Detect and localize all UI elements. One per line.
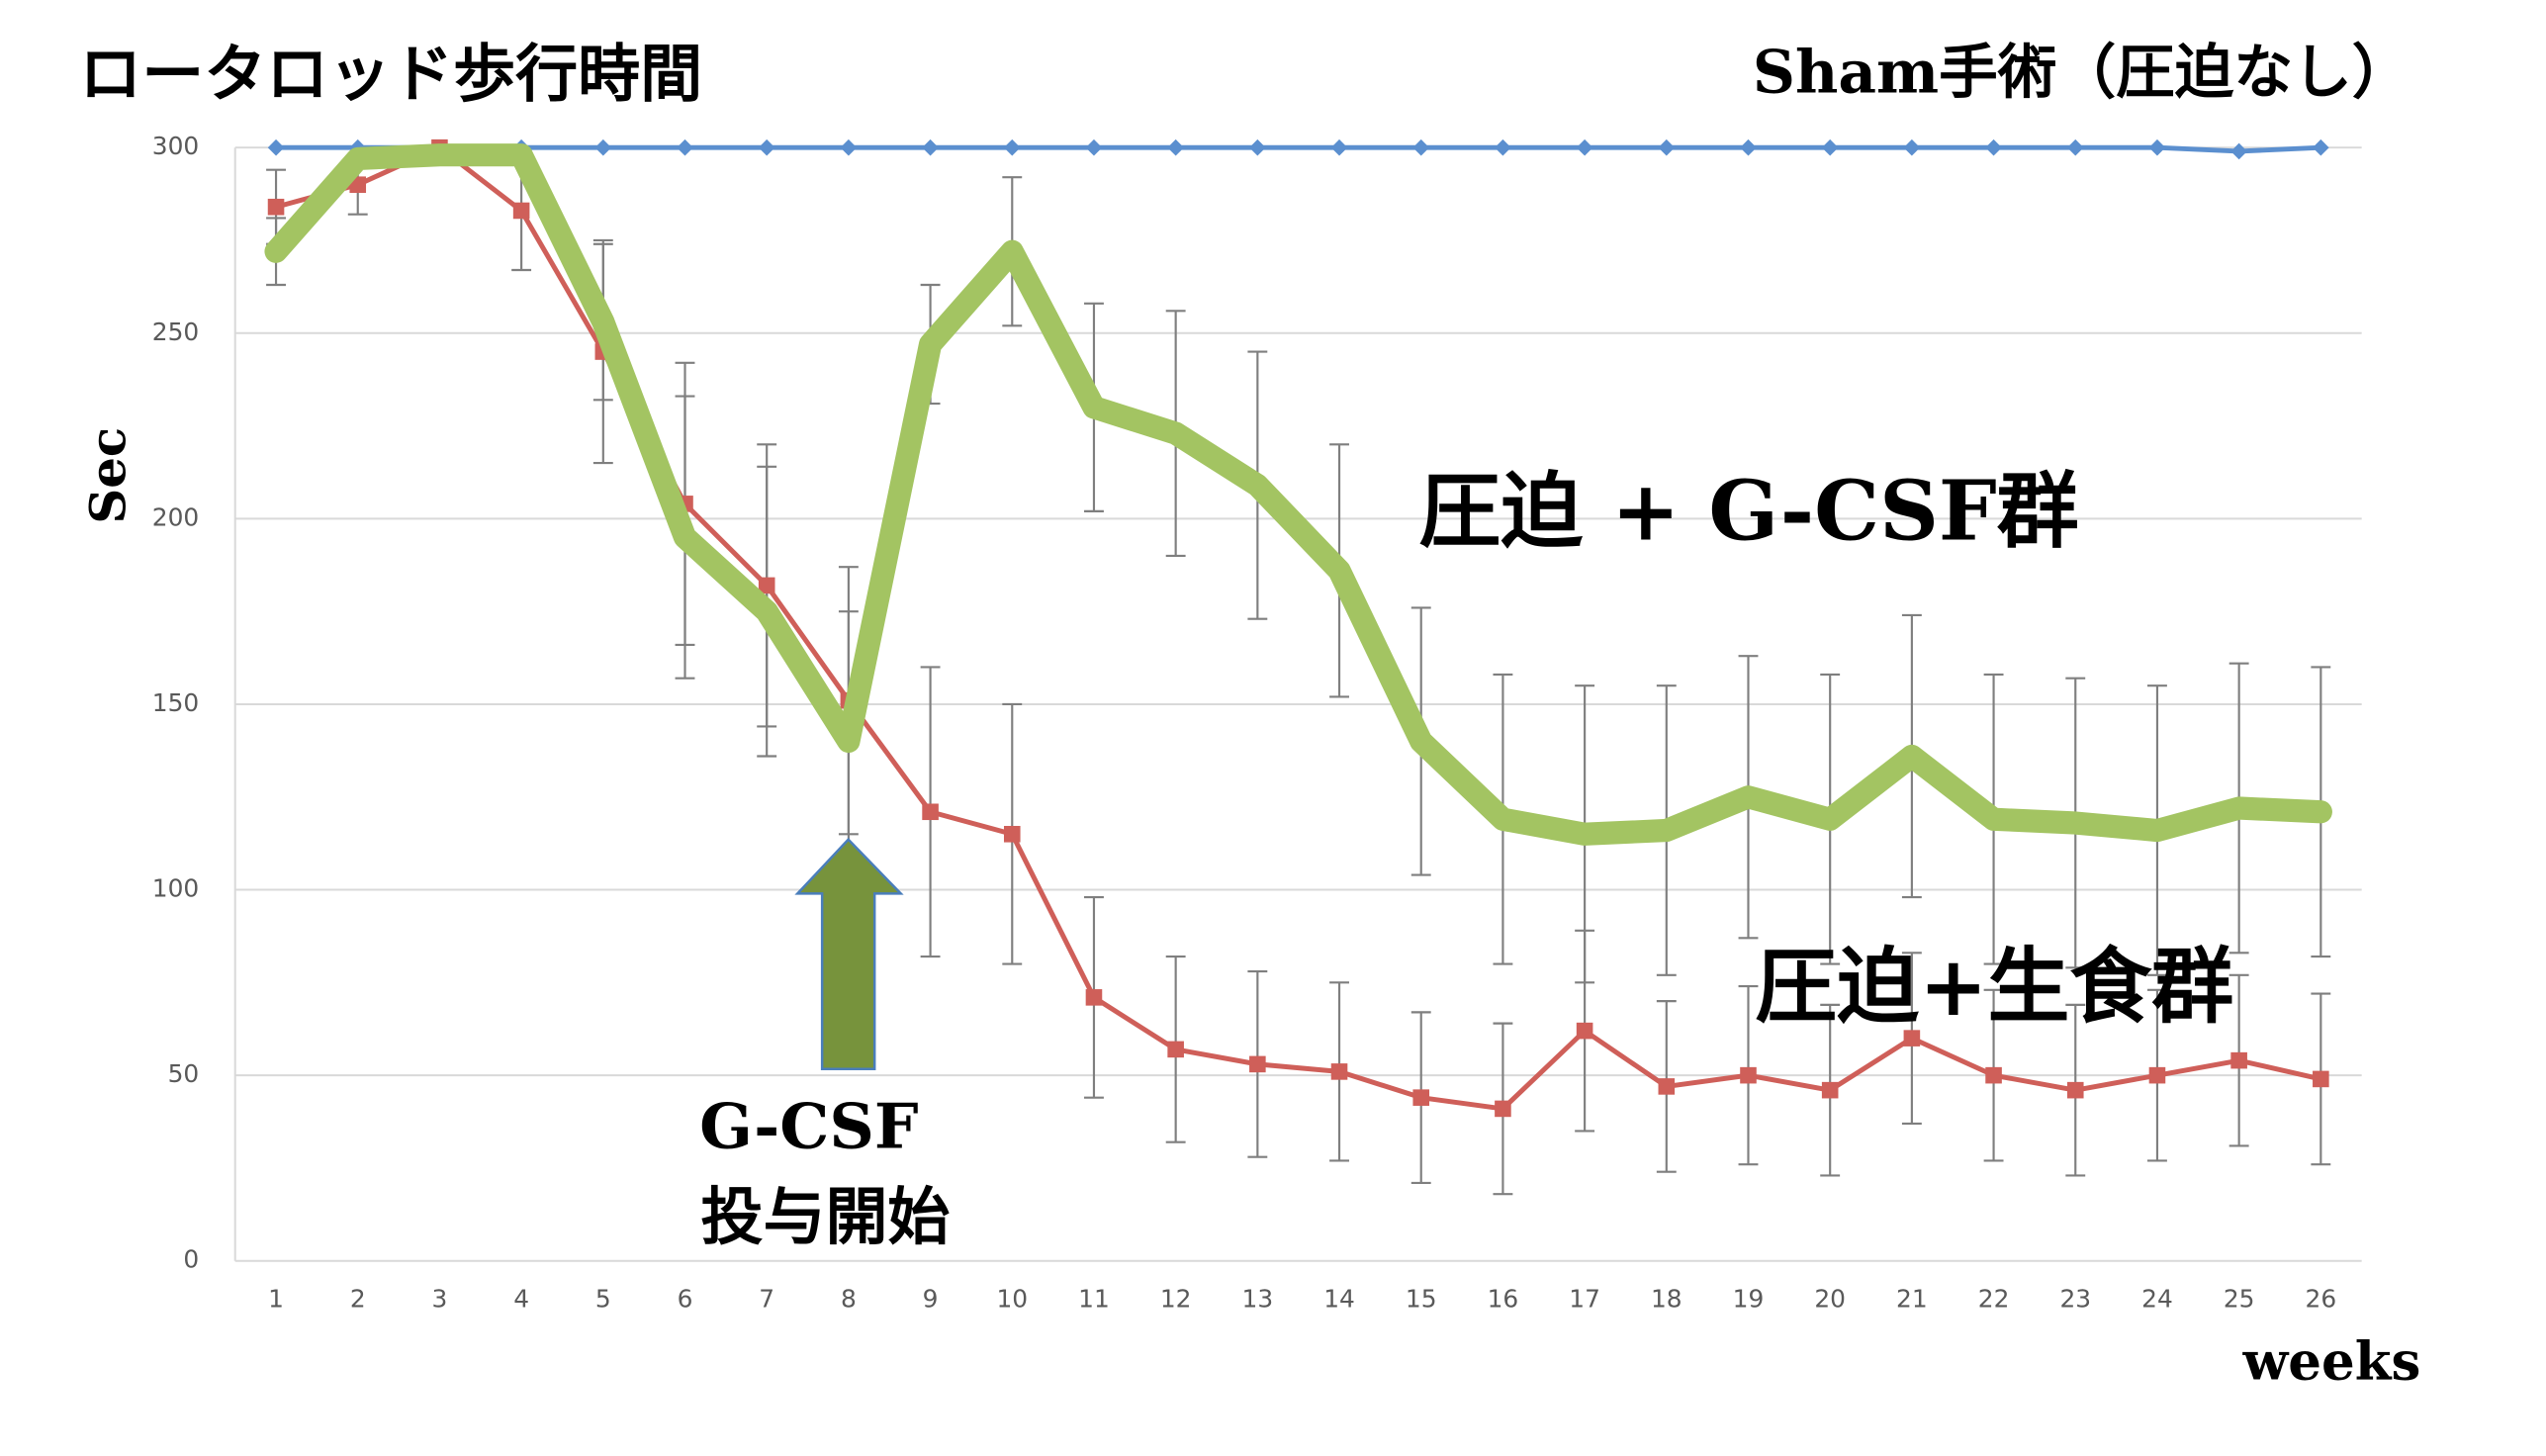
y-tick-label: 150 bbox=[152, 688, 199, 717]
x-tick-label: 13 bbox=[1242, 1285, 1274, 1314]
x-tick-label: 15 bbox=[1406, 1285, 1437, 1314]
x-tick-label: 11 bbox=[1078, 1285, 1110, 1314]
point bbox=[1740, 1066, 1757, 1084]
y-tick-label: 200 bbox=[152, 502, 199, 531]
point bbox=[1740, 138, 1757, 156]
point bbox=[1167, 138, 1184, 156]
x-tick-label: 4 bbox=[513, 1285, 529, 1314]
point bbox=[267, 138, 285, 156]
point bbox=[2066, 138, 2084, 156]
start-arrow bbox=[794, 837, 904, 1071]
x-tick-label: 20 bbox=[1814, 1285, 1846, 1314]
point bbox=[1821, 1081, 1839, 1099]
point bbox=[267, 198, 285, 216]
point bbox=[1903, 1030, 1921, 1046]
point bbox=[1249, 138, 1266, 156]
x-tick-label: 16 bbox=[1488, 1285, 1519, 1314]
x-tick-label: 17 bbox=[1569, 1285, 1600, 1314]
series-label: 圧迫 + G-CSF群 bbox=[1419, 462, 2079, 559]
point bbox=[2230, 1051, 2247, 1069]
x-tick-label: 14 bbox=[1323, 1285, 1355, 1314]
x-tick-label: 2 bbox=[350, 1285, 366, 1314]
point bbox=[2313, 1070, 2329, 1088]
point bbox=[1412, 1089, 1430, 1106]
point bbox=[1985, 1066, 2002, 1084]
point bbox=[1330, 138, 1348, 156]
x-tick-label: 9 bbox=[923, 1285, 939, 1314]
point bbox=[1576, 1022, 1593, 1040]
y-tick-label: 300 bbox=[152, 132, 199, 160]
point bbox=[840, 138, 858, 156]
point bbox=[1167, 1041, 1184, 1058]
x-tick-label: 6 bbox=[678, 1285, 693, 1314]
point bbox=[594, 138, 612, 156]
point bbox=[1658, 1078, 1676, 1095]
point bbox=[1576, 138, 1593, 156]
point bbox=[1085, 989, 1103, 1006]
point bbox=[512, 202, 530, 220]
x-tick-label: 19 bbox=[1733, 1285, 1765, 1314]
x-tick-label: 3 bbox=[432, 1285, 448, 1314]
x-axis-label: weeks bbox=[2242, 1329, 2421, 1392]
point bbox=[1903, 138, 1921, 156]
x-tick-label: 21 bbox=[1896, 1285, 1928, 1314]
y-axis-label: Sec bbox=[78, 427, 136, 524]
point bbox=[922, 138, 939, 156]
point bbox=[1249, 1055, 1266, 1073]
point bbox=[1003, 825, 1021, 843]
point bbox=[677, 138, 693, 156]
point bbox=[922, 803, 939, 821]
point bbox=[758, 577, 775, 594]
x-tick-label: 23 bbox=[2059, 1285, 2091, 1314]
y-tick-label: 100 bbox=[152, 874, 199, 903]
x-tick-label: 26 bbox=[2306, 1285, 2337, 1314]
point bbox=[758, 138, 775, 156]
x-tick-label: 7 bbox=[759, 1285, 774, 1314]
x-tick-label: 1 bbox=[268, 1285, 284, 1314]
x-tick-label: 10 bbox=[996, 1285, 1028, 1314]
point bbox=[1658, 138, 1676, 156]
x-tick-label: 25 bbox=[2224, 1285, 2255, 1314]
y-tick-label: 0 bbox=[183, 1245, 199, 1274]
x-tick-label: 18 bbox=[1651, 1285, 1682, 1314]
point bbox=[2230, 142, 2247, 160]
annotation: 投与開始 bbox=[700, 1181, 950, 1253]
point bbox=[1495, 1100, 1511, 1118]
point bbox=[2313, 138, 2329, 156]
annotation: G-CSF bbox=[699, 1089, 918, 1162]
point bbox=[2148, 138, 2166, 156]
x-tick-label: 22 bbox=[1978, 1285, 2010, 1314]
x-tick-label: 5 bbox=[595, 1285, 611, 1314]
x-tick-label: 24 bbox=[2141, 1285, 2173, 1314]
point bbox=[1003, 138, 1021, 156]
x-tick-label: 8 bbox=[841, 1285, 857, 1314]
point bbox=[2066, 1081, 2084, 1099]
series-label: Sham手術（圧迫なし） bbox=[1753, 38, 2410, 107]
chart-title: ロータロッド歩行時間 bbox=[79, 39, 702, 111]
series-line bbox=[264, 143, 2332, 846]
y-tick-label: 50 bbox=[168, 1059, 200, 1088]
point bbox=[1821, 138, 1839, 156]
point bbox=[2148, 1066, 2166, 1084]
y-tick-label: 250 bbox=[152, 318, 199, 346]
point bbox=[1985, 138, 2002, 156]
x-tick-label: 12 bbox=[1160, 1285, 1192, 1314]
series-label: 圧迫+生食群 bbox=[1755, 938, 2233, 1035]
point bbox=[1330, 1063, 1348, 1080]
point bbox=[1085, 138, 1103, 156]
point bbox=[1412, 138, 1430, 156]
series-line bbox=[273, 144, 2323, 154]
point bbox=[1495, 138, 1511, 156]
